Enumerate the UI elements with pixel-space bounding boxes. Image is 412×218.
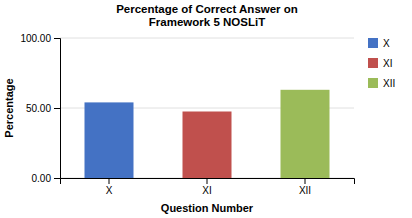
x-tick: XI [202,178,211,196]
x-tick: XII [299,178,311,196]
x-tick-mark [109,178,110,184]
legend-swatch [368,78,378,88]
y-axis-line [54,39,61,179]
y-tick-label: 100.00 [20,33,51,44]
y-axis: 0.00 50.00 100.00 [20,33,60,184]
bar [85,102,134,178]
legend-label: X [383,38,390,49]
x-axis-title: Question Number [161,202,254,214]
legend-item: X [368,38,390,49]
y-axis-title: Percentage [3,78,15,137]
grid [60,38,354,178]
x-tick-label: X [106,185,113,196]
title-line: Percentage of Correct Answer on [116,3,298,15]
x-axis-line [61,179,355,185]
y-tick-mark [54,38,60,39]
x-tick-mark [207,178,208,184]
y-tick-mark [54,178,60,179]
grid-line [60,38,354,39]
plot: X XI XII 0.00 50.00 100.00 [20,33,354,196]
x-axis: X XI XII [61,178,355,196]
chart: X XI XII 0.00 50.00 100.00 Question Number Perc… [0,0,412,218]
x-tick-label: XII [299,185,311,196]
y-tick-label: 0.00 [32,173,52,184]
bar [183,112,232,179]
legend-swatch [368,38,378,48]
legend-item: XII [368,78,395,89]
y-tick-mark [54,108,60,109]
bar [281,90,330,178]
x-tick: X [106,178,113,196]
y-tick-label: 50.00 [26,103,51,114]
legend-label: XII [383,78,395,89]
y-tick: 50.00 [26,103,60,114]
legend-swatch [368,58,378,68]
y-tick: 0.00 [32,173,60,184]
x-tick-label: XI [202,185,211,196]
legend: X XI XII [368,38,395,89]
y-tick: 100.00 [20,33,60,44]
title: Percentage of Correct Answer onFramework… [116,3,298,28]
chart-container: X XI XII 0.00 50.00 100.00 Question Number Perc… [0,0,412,218]
legend-label: XI [383,58,392,69]
x-tick-mark [305,178,306,184]
title-line: Framework 5 NOSLiT [149,16,265,28]
bars [85,90,330,178]
legend-item: XI [368,58,392,69]
